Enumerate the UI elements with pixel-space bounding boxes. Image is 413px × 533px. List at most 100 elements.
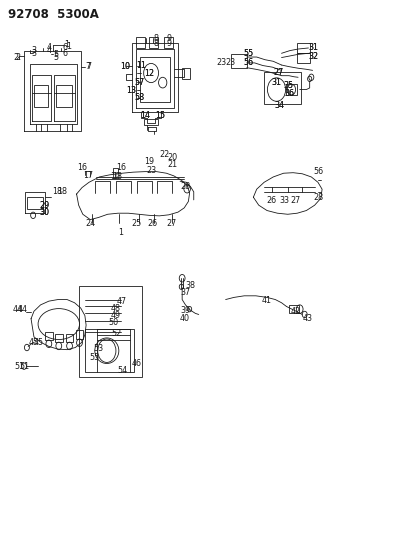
- Text: 47: 47: [117, 297, 127, 306]
- Text: 2: 2: [13, 53, 18, 62]
- Text: 8: 8: [154, 39, 159, 47]
- Text: 25: 25: [131, 219, 141, 228]
- Text: 49: 49: [111, 311, 121, 320]
- Text: 7: 7: [85, 62, 90, 71]
- Text: 44: 44: [18, 305, 28, 314]
- Text: 13: 13: [126, 86, 136, 94]
- Text: 26: 26: [147, 219, 157, 228]
- Text: 54: 54: [117, 366, 127, 375]
- Text: 12: 12: [144, 69, 154, 77]
- Text: 35: 35: [283, 82, 293, 90]
- Bar: [55, 334, 62, 342]
- Bar: [34, 85, 48, 107]
- Bar: [149, 37, 158, 48]
- Text: 30: 30: [39, 208, 49, 217]
- Text: 10: 10: [120, 62, 130, 70]
- Text: 5: 5: [53, 50, 58, 59]
- Bar: [288, 305, 299, 313]
- Text: 6: 6: [63, 44, 68, 52]
- Text: 52: 52: [112, 329, 121, 338]
- Bar: [45, 332, 52, 340]
- Bar: [140, 57, 169, 102]
- Bar: [163, 37, 172, 48]
- Text: 1: 1: [64, 41, 69, 49]
- Text: 27: 27: [290, 197, 300, 205]
- Text: 44: 44: [13, 305, 23, 314]
- Text: 10: 10: [120, 62, 130, 70]
- Bar: [297, 53, 309, 63]
- Text: 46: 46: [131, 359, 141, 368]
- Text: 58: 58: [135, 93, 145, 102]
- Text: 31: 31: [308, 44, 318, 52]
- Bar: [27, 197, 43, 209]
- Bar: [263, 72, 301, 104]
- Text: 16: 16: [116, 163, 126, 172]
- Text: 22: 22: [159, 150, 169, 159]
- Text: 28: 28: [180, 182, 190, 190]
- Text: 2: 2: [16, 53, 21, 62]
- Text: 3: 3: [32, 49, 37, 58]
- Text: 31: 31: [308, 44, 318, 52]
- Text: 55: 55: [243, 49, 253, 58]
- Text: 56: 56: [243, 58, 253, 67]
- Text: 20: 20: [167, 153, 177, 161]
- Text: 18: 18: [112, 172, 122, 181]
- Text: 23: 23: [225, 59, 235, 67]
- Text: 48: 48: [111, 304, 121, 313]
- Text: 43: 43: [302, 314, 312, 322]
- Text: 19: 19: [144, 157, 154, 166]
- Text: 32: 32: [308, 52, 318, 61]
- Text: 34: 34: [274, 101, 284, 110]
- Text: 35: 35: [283, 82, 293, 90]
- Text: 55: 55: [243, 49, 253, 58]
- Text: 51: 51: [19, 362, 29, 370]
- Text: 58: 58: [135, 93, 145, 102]
- Bar: [144, 119, 158, 125]
- Bar: [297, 43, 309, 53]
- Text: 53: 53: [93, 344, 103, 352]
- Bar: [76, 330, 83, 339]
- Text: 28: 28: [312, 193, 322, 201]
- Text: 16: 16: [77, 163, 87, 172]
- Text: 42: 42: [290, 307, 300, 316]
- Text: 56: 56: [313, 167, 323, 175]
- Text: 8: 8: [154, 34, 159, 43]
- Bar: [85, 329, 133, 372]
- Text: 15: 15: [155, 111, 165, 119]
- Text: 27: 27: [273, 68, 282, 77]
- Text: 55: 55: [89, 353, 99, 361]
- Text: 24: 24: [85, 219, 95, 228]
- Text: 9: 9: [166, 34, 171, 43]
- Text: 27: 27: [166, 219, 176, 228]
- Text: 7: 7: [86, 62, 91, 71]
- Text: 23: 23: [216, 59, 225, 67]
- Text: 30: 30: [39, 208, 49, 217]
- Text: 57: 57: [135, 78, 145, 86]
- Text: 51: 51: [14, 362, 24, 370]
- Text: 6: 6: [63, 49, 68, 58]
- Text: 10: 10: [109, 172, 119, 181]
- Text: 27: 27: [273, 68, 282, 77]
- Text: 32: 32: [308, 52, 318, 61]
- Text: 12: 12: [144, 69, 154, 77]
- Bar: [79, 286, 141, 377]
- Text: 1: 1: [66, 43, 71, 51]
- Bar: [182, 68, 189, 79]
- Text: 11: 11: [136, 61, 146, 70]
- Text: 11: 11: [136, 61, 146, 70]
- Bar: [285, 84, 297, 95]
- Text: 18: 18: [57, 188, 67, 196]
- Text: 45: 45: [34, 338, 44, 346]
- Bar: [135, 37, 145, 48]
- Text: 36: 36: [283, 90, 293, 98]
- Text: 14: 14: [140, 111, 150, 119]
- Text: 34: 34: [274, 101, 284, 110]
- Text: 31: 31: [271, 78, 281, 87]
- Text: 1: 1: [118, 229, 123, 237]
- Text: 14: 14: [140, 111, 150, 119]
- Text: 29: 29: [39, 201, 49, 209]
- Text: 4: 4: [46, 44, 51, 52]
- Text: 9: 9: [166, 39, 171, 47]
- Text: 57: 57: [135, 78, 145, 86]
- Text: 45: 45: [29, 338, 39, 346]
